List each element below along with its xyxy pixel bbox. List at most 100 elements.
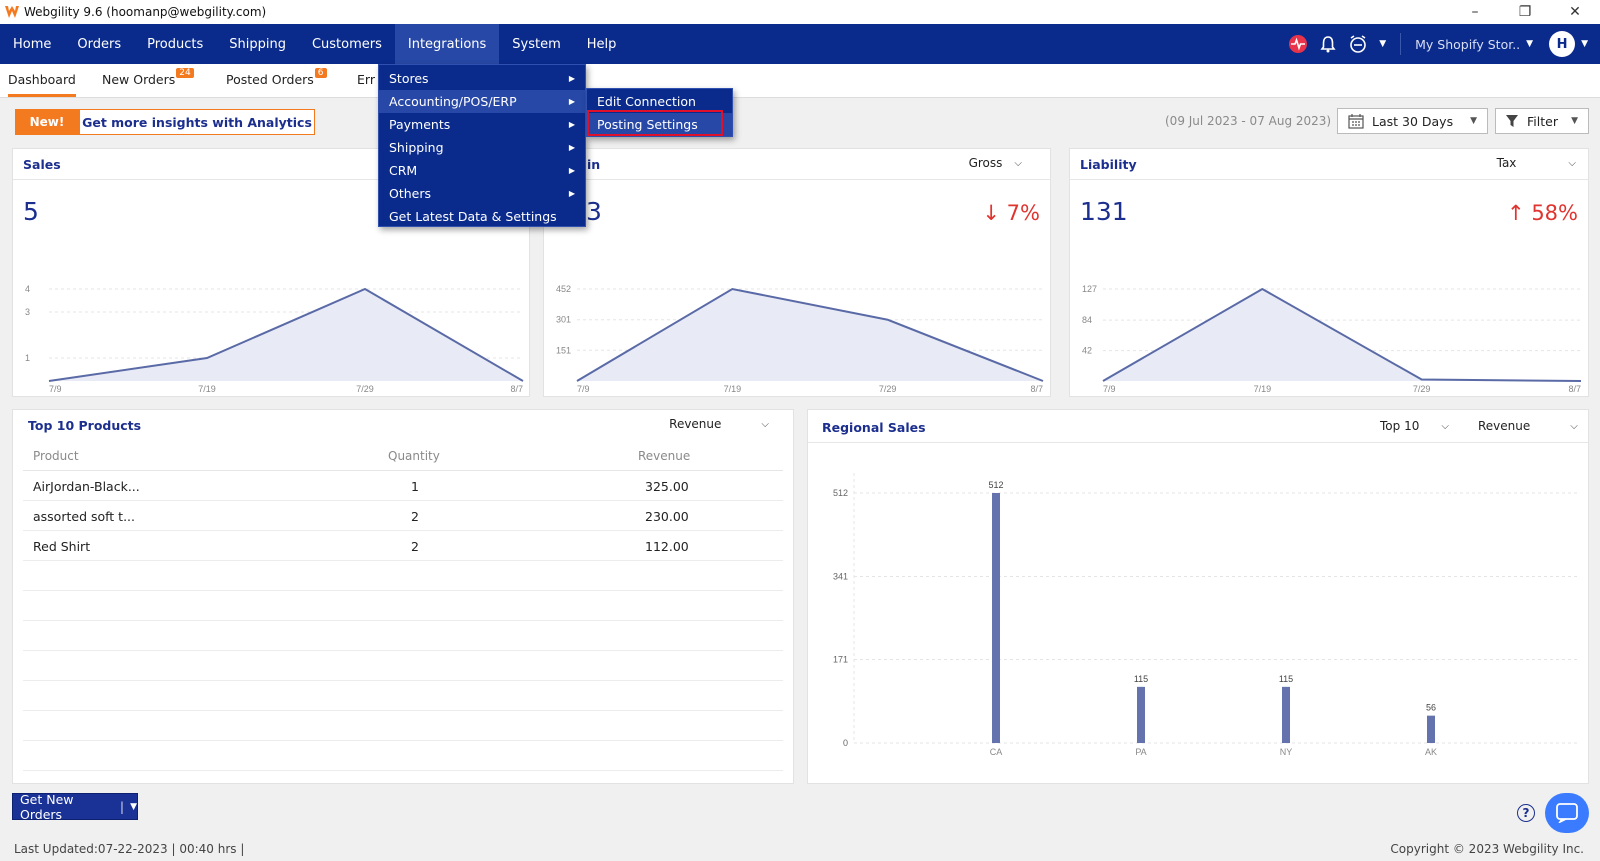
menu-item-edit-connection[interactable]: Edit Connection: [587, 90, 732, 113]
product-revenue: 325.00: [645, 479, 689, 494]
gross-select-label: Gross: [968, 156, 1003, 170]
alarm-clock-icon[interactable]: [1347, 33, 1369, 55]
tab-dashboard-label: Dashboard: [8, 72, 76, 87]
regional-metric-select[interactable]: Revenue ⌵: [1478, 419, 1578, 433]
last-updated-status: Last Updated:07-22-2023 | 00:40 hrs |: [14, 842, 245, 856]
product-quantity: 2: [411, 509, 419, 524]
bell-icon[interactable]: [1317, 33, 1339, 55]
menu-item-label: Accounting/POS/ERP: [389, 94, 517, 109]
x-tick-label: 7/9: [577, 384, 590, 394]
regional-sales-title: Regional Sales: [822, 420, 926, 435]
product-name: AirJordan-Black...: [33, 479, 140, 494]
gross-card: in Gross ⌵ 3 ↓ 7% 151 301 452 7/9 7/19 7/29 8/7: [543, 148, 1051, 397]
liability-chart: 42 84 127 7/9 7/19 7/29 8/7: [1082, 284, 1582, 394]
top-products-select[interactable]: Revenue ⌵: [669, 417, 769, 431]
y-tick-label: 4: [25, 284, 30, 294]
y-tick-label: 301: [556, 315, 571, 325]
table-row[interactable]: assorted soft t... 2 230.00: [23, 501, 783, 531]
nav-help[interactable]: Help: [586, 36, 617, 52]
menu-item-label: Posting Settings: [597, 117, 698, 132]
bar: [1427, 715, 1435, 743]
new-badge[interactable]: New!: [15, 109, 79, 135]
liability-select-label: Tax: [1496, 156, 1517, 170]
area-fill: [577, 289, 1043, 381]
product-revenue: 112.00: [645, 539, 689, 554]
y-tick-label: 1: [25, 353, 30, 363]
alarm-dropdown-icon[interactable]: ▼: [1379, 39, 1387, 49]
filter-button[interactable]: Filter ▼: [1495, 108, 1589, 134]
menu-item-label: Payments: [389, 117, 451, 132]
chevron-right-icon: ▶: [568, 120, 575, 129]
chevron-down-icon: ⌵: [1441, 420, 1449, 432]
menu-item-others[interactable]: Others ▶: [379, 182, 585, 205]
date-range-select[interactable]: Last 30 Days ▼: [1337, 108, 1488, 134]
menu-item-stores[interactable]: Stores ▶: [379, 67, 585, 90]
product-revenue: 230.00: [645, 509, 689, 524]
data-label: 512: [988, 480, 1003, 490]
analytics-promo-button[interactable]: Get more insights with Analytics: [79, 109, 315, 135]
separator: |: [119, 799, 125, 814]
table-row-empty: [23, 741, 783, 771]
gross-value: 3: [586, 197, 602, 226]
main-nav: Home Orders Products Shipping Customers …: [0, 24, 1600, 64]
filter-label: Filter: [1527, 113, 1558, 129]
tab-dashboard[interactable]: Dashboard: [8, 72, 76, 97]
regional-sales-card: Regional Sales Top 10 ⌵ Revenue ⌵ 0 171 341 5…: [807, 409, 1589, 784]
store-selector[interactable]: My Shopify Stor.. ▼: [1400, 33, 1533, 55]
regional-top-select-label: Top 10: [1380, 419, 1420, 433]
menu-item-label: Shipping: [389, 140, 444, 155]
avatar[interactable]: H: [1549, 31, 1576, 57]
close-button[interactable]: ✕: [1569, 4, 1581, 20]
pulse-icon[interactable]: [1287, 33, 1309, 55]
nav-system[interactable]: System: [512, 36, 561, 52]
chevron-down-icon[interactable]: ▼: [130, 801, 137, 812]
data-label: 56: [1426, 703, 1436, 713]
tab-errors[interactable]: Err: [357, 72, 375, 87]
menu-item-crm[interactable]: CRM ▶: [379, 159, 585, 182]
regional-top-select[interactable]: Top 10 ⌵: [1380, 419, 1449, 433]
menu-item-accounting[interactable]: Accounting/POS/ERP ▶: [379, 90, 585, 113]
gross-select[interactable]: Gross ⌵: [969, 156, 1022, 170]
nav-integrations[interactable]: Integrations: [394, 24, 500, 64]
menu-item-shipping[interactable]: Shipping ▶: [379, 136, 585, 159]
tab-errors-label: Err: [357, 72, 375, 87]
tab-new-orders[interactable]: New Orders 24: [102, 68, 194, 87]
product-name: Red Shirt: [33, 539, 91, 554]
nav-customers[interactable]: Customers: [311, 36, 382, 52]
area-fill: [49, 289, 523, 381]
menu-item-label: Get Latest Data & Settings: [389, 209, 557, 224]
nav-products[interactable]: Products: [147, 36, 204, 52]
divider: [13, 179, 529, 180]
table-row[interactable]: AirJordan-Black... 1 325.00: [23, 471, 783, 501]
tab-posted-orders[interactable]: Posted Orders 6: [226, 68, 327, 87]
table-row[interactable]: Red Shirt 2 112.00: [23, 531, 783, 561]
menu-item-label: Stores: [389, 71, 429, 86]
nav-shipping[interactable]: Shipping: [229, 36, 286, 52]
table-row-empty: [23, 591, 783, 621]
nav-orders[interactable]: Orders: [77, 36, 122, 52]
funnel-icon: [1505, 114, 1519, 128]
menu-item-payments[interactable]: Payments ▶: [379, 113, 585, 136]
x-tick-label: 7/19: [1254, 384, 1272, 394]
liability-title: Liability: [1080, 157, 1137, 172]
minimize-button[interactable]: –: [1471, 4, 1479, 20]
series-line: [1102, 287, 1582, 382]
x-tick-label: 8/7: [1030, 384, 1043, 394]
store-name: My Shopify Stor..: [1415, 36, 1521, 52]
get-new-orders-button[interactable]: Get New Orders | ▼: [12, 792, 138, 822]
bar: [1137, 686, 1145, 743]
x-tick-label: 7/19: [724, 384, 742, 394]
help-icon[interactable]: ?: [1517, 804, 1535, 822]
liability-select[interactable]: Tax ⌵: [1497, 156, 1576, 170]
liability-value: 131: [1080, 197, 1128, 226]
menu-item-posting-settings[interactable]: Posting Settings: [587, 113, 732, 136]
liability-change: ↑ 58%: [1507, 201, 1578, 225]
menu-item-get-latest-data[interactable]: Get Latest Data & Settings: [379, 205, 585, 228]
nav-home[interactable]: Home: [13, 36, 52, 52]
chevron-down-icon[interactable]: ▼: [1581, 39, 1588, 49]
x-tick-label: 7/9: [49, 384, 62, 394]
table-row-empty: [23, 621, 783, 651]
restore-button[interactable]: ❐: [1518, 4, 1532, 20]
chevron-right-icon: ▶: [568, 166, 575, 175]
chat-icon[interactable]: [1545, 793, 1589, 833]
